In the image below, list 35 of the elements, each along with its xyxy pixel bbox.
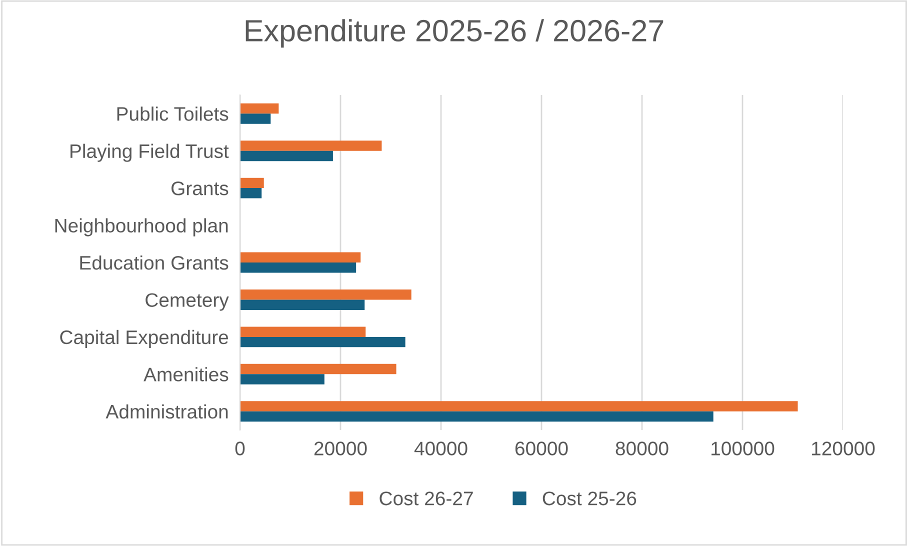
bar [240,140,382,151]
x-tick-label: 100000 [712,442,774,456]
x-tick-label: 20000 [314,442,367,456]
bar [240,364,396,374]
y-tick-label: Administration [106,404,228,419]
bar [240,411,714,422]
bar [240,401,798,412]
bar [240,114,271,124]
x-tick-label: 0 [235,442,245,456]
chart-title: Expenditure 2025-26 / 2026-27 [246,19,664,48]
y-tick-label: Grants [172,182,228,196]
y-tick-label: Amenities [144,367,228,382]
bar [240,262,356,273]
x-tick-label: 40000 [414,442,468,456]
y-tick-label: Cemetery [146,293,229,311]
bar [240,178,264,188]
y-tick-label: Capital Expenditure [60,330,228,348]
bar [240,289,412,300]
bar [240,326,366,337]
legend-label: Cost 25-26 [542,492,636,506]
y-tick-label: Playing Field Trust [70,144,229,162]
bar [240,252,361,262]
y-tick-label: Public Toilets [117,106,228,121]
bar [240,103,279,114]
x-tick-label: 120000 [812,442,875,456]
y-tick-label: Education Grants [80,255,228,270]
bar [240,336,406,348]
bar [240,374,324,384]
bar [240,300,365,310]
bar [240,150,333,162]
y-tick-label: Neighbourhood plan [55,218,228,236]
x-tick-label: 80000 [616,442,668,456]
legend-label: Cost 26-27 [380,492,473,506]
x-tick-label: 60000 [515,442,568,456]
bar [240,188,262,198]
